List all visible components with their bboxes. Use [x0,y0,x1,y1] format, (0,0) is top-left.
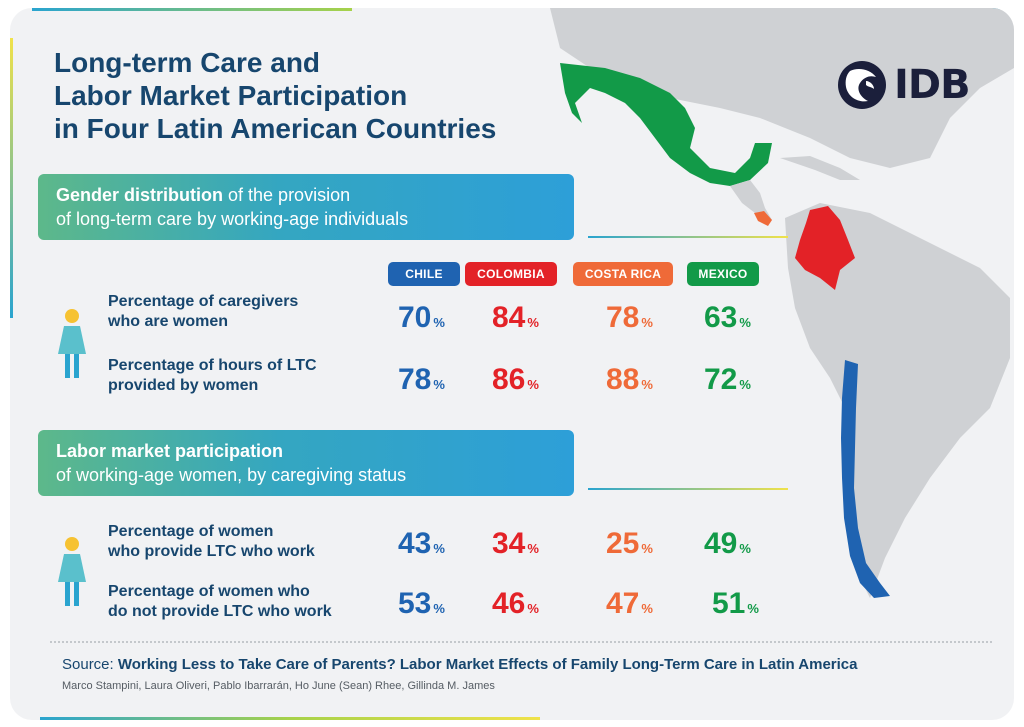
value-colombia: 86% [492,364,539,401]
value-number: 63 [704,301,738,334]
value-number: 88 [606,363,640,396]
idb-logo-text: IDB [894,62,971,108]
percent-sign: % [641,601,653,616]
percent-sign: % [747,601,759,616]
value-costa-rica: 78% [606,302,653,339]
value-number: 78 [606,301,640,334]
value-number: 25 [606,527,640,560]
value-number: 78 [398,363,432,396]
country-pill-mexico: MEXICO [687,262,759,286]
title-line-2: Labor Market Participation [54,80,408,111]
idb-logo: IDB [836,54,986,116]
row-label-caregivers-women: Percentage of caregivers who are women [108,292,398,332]
banner-1-rest: of the provision [223,185,351,205]
colombia-shape [795,206,855,290]
banner-1-bold: Gender distribution [56,185,224,205]
dotted-divider [50,641,992,643]
row-label-women-provide-ltc: Percentage of women who provide LTC who … [108,522,398,562]
row-label-line: who are women [108,313,229,330]
percent-sign: % [641,315,653,330]
percent-sign: % [527,601,539,616]
row-label-line: provided by women [108,377,259,394]
country-pill-colombia: COLOMBIA [465,262,557,286]
mexico-shape [560,63,772,186]
banner-1-line-2: of long-term care by working-age individ… [56,209,409,229]
value-number: 70 [398,301,432,334]
woman-icon [58,309,86,378]
value-mexico: 51% [712,588,759,625]
value-costa-rica: 88% [606,364,653,401]
title-line-1: Long-term Care and [54,47,321,78]
title-line-3: in Four Latin American Countries [54,113,497,144]
value-number: 46 [492,587,526,620]
divider-line [588,236,788,238]
row-label-line: Percentage of women [108,523,274,540]
frame-accent-left [10,38,13,318]
country-pill-chile: CHILE [388,262,460,286]
percent-sign: % [433,541,445,556]
value-number: 84 [492,301,526,334]
woman-icon [58,537,86,606]
value-colombia: 46% [492,588,539,625]
percent-sign: % [739,541,751,556]
banner-2-bold: Labor market participation [56,441,284,461]
value-number: 86 [492,363,526,396]
row-label-line: who provide LTC who work [108,543,315,560]
value-chile: 53% [398,588,445,625]
percent-sign: % [527,377,539,392]
caribbean-islands-shape [780,156,860,180]
value-number: 51 [712,587,746,620]
banner-2-line-2: of working-age women, by caregiving stat… [56,465,407,485]
source-citation: Source: Working Less to Take Care of Par… [62,656,858,673]
percent-sign: % [739,315,751,330]
country-pill-costa-rica: COSTA RICA [573,262,673,286]
idb-globe-icon [838,61,886,109]
north-america-shape [550,8,1014,168]
chile-shape [841,360,890,598]
percent-sign: % [433,601,445,616]
percent-sign: % [527,541,539,556]
value-colombia: 84% [492,302,539,339]
value-number: 49 [704,527,738,560]
value-costa-rica: 25% [606,528,653,565]
value-chile: 70% [398,302,445,339]
row-label-hours-ltc: Percentage of hours of LTC provided by w… [108,356,398,396]
row-label-women-not-provide-ltc: Percentage of women who do not provide L… [108,582,398,622]
section-banner-labor-market: Labor market participation of working-ag… [38,430,574,496]
frame-accent-top-left [32,8,352,11]
value-number: 34 [492,527,526,560]
percent-sign: % [527,315,539,330]
source-authors: Marco Stampini, Laura Oliveri, Pablo Iba… [62,680,495,692]
value-mexico: 72% [704,364,751,401]
value-mexico: 49% [704,528,751,565]
row-label-line: Percentage of women who [108,583,310,600]
south-america-shape [785,203,1010,598]
percent-sign: % [641,541,653,556]
row-label-line: do not provide LTC who work [108,603,332,620]
value-costa-rica: 47% [606,588,653,625]
infographic-card: Long-term Care and Labor Market Particip… [10,8,1014,720]
value-colombia: 34% [492,528,539,565]
divider-line [588,488,788,490]
costa-rica-shape [754,211,772,226]
value-number: 53 [398,587,432,620]
value-mexico: 63% [704,302,751,339]
percent-sign: % [433,377,445,392]
americas-map [550,8,1014,598]
row-label-line: Percentage of hours of LTC [108,357,317,374]
row-label-line: Percentage of caregivers [108,293,299,310]
percent-sign: % [739,377,751,392]
value-number: 43 [398,527,432,560]
source-lead: Source: [62,656,118,673]
value-number: 47 [606,587,640,620]
frame-accent-bottom [40,717,540,720]
section-banner-gender-distribution: Gender distribution of the provision of … [38,174,574,240]
page-title: Long-term Care and Labor Market Particip… [54,46,614,145]
value-number: 72 [704,363,738,396]
value-chile: 43% [398,528,445,565]
percent-sign: % [433,315,445,330]
value-chile: 78% [398,364,445,401]
source-title: Working Less to Take Care of Parents? La… [117,656,858,673]
percent-sign: % [641,377,653,392]
